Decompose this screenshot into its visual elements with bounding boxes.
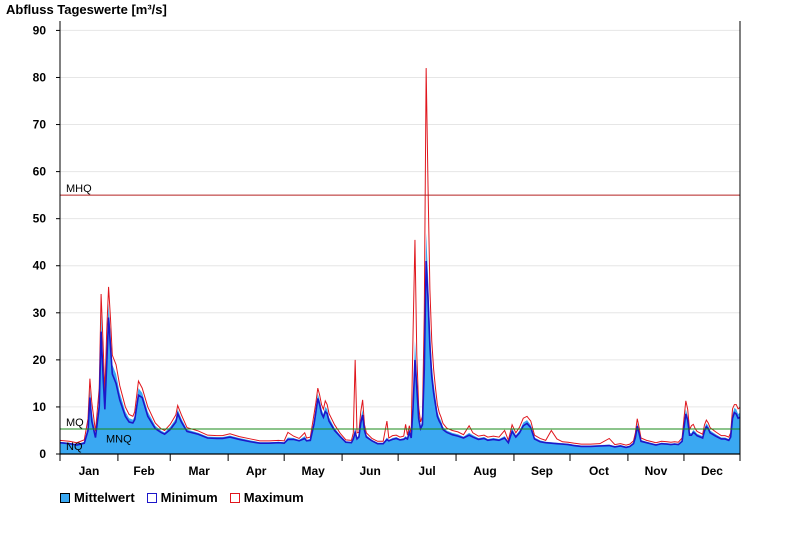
y-tick-label-60: 60 <box>33 165 47 179</box>
y-tick-label-90: 90 <box>33 23 47 37</box>
x-tick-label-Aug: Aug <box>473 464 496 478</box>
y-tick-label-50: 50 <box>33 212 47 226</box>
reference-lines: MHQ MQ MNQ NQ <box>60 183 740 453</box>
x-tick-label-Jan: Jan <box>79 464 100 478</box>
legend-item-min: Minimum <box>146 490 218 505</box>
legend-label-min: Minimum <box>160 490 218 505</box>
y-tick-label-20: 20 <box>33 353 47 367</box>
x-tick-label-Jun: Jun <box>359 464 380 478</box>
x-tick-label-Jul: Jul <box>418 464 435 478</box>
x-tick-label-Mar: Mar <box>189 464 211 478</box>
ref-label-mq: MQ <box>66 417 84 429</box>
area-layer <box>60 232 740 454</box>
series-line-maximum <box>59 68 741 446</box>
legend-swatch-mean <box>60 492 70 503</box>
grid-layer <box>60 29 740 408</box>
y-tick-label-0: 0 <box>39 447 46 461</box>
x-tick-label-May: May <box>301 464 325 478</box>
y-tick-label-30: 30 <box>33 306 47 320</box>
x-tick-label-Dec: Dec <box>701 464 723 478</box>
x-tick-label-Feb: Feb <box>133 464 154 478</box>
series-area-mittelwert <box>60 232 740 454</box>
ref-label-mnq: MNQ <box>106 433 132 445</box>
x-tick-label-Oct: Oct <box>589 464 609 478</box>
legend-swatch-min <box>146 492 157 503</box>
x-tick-label-Sep: Sep <box>531 464 553 478</box>
legend-label-mean: Mittelwert <box>74 490 135 505</box>
y-tick-label-10: 10 <box>33 400 47 414</box>
chart-title: Abfluss Tageswerte [m³/s] <box>6 2 167 17</box>
y-tick-label-70: 70 <box>33 118 47 132</box>
legend-swatch-max <box>229 492 240 503</box>
ref-label-nq: NQ <box>66 441 83 453</box>
line-layer <box>59 68 741 449</box>
y-tick-label-80: 80 <box>33 70 47 84</box>
legend-item-mean: Mittelwert <box>60 490 135 505</box>
series-line-minimum <box>59 260 741 449</box>
legend-item-max: Maximum <box>229 490 304 505</box>
ref-label-mhq: MHQ <box>66 183 92 195</box>
x-tick-label-Apr: Apr <box>246 464 267 478</box>
axis-layer: 0 10 20 30 40 50 60 70 80 90 Jan Feb Mar Apr May Jun Jul… <box>33 21 741 478</box>
y-tick-label-40: 40 <box>33 259 47 273</box>
x-tick-label-Nov: Nov <box>645 464 668 478</box>
legend: Mittelwert Minimum Maximum <box>60 490 304 505</box>
legend-label-max: Maximum <box>243 490 304 505</box>
